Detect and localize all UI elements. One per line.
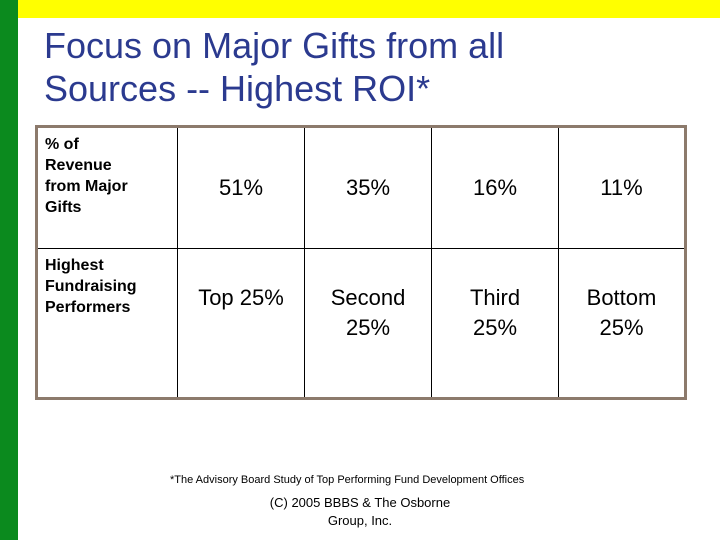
copyright-line: Group, Inc. <box>327 513 393 528</box>
cell-text: 25% <box>472 315 518 340</box>
table-cell: Bottom 25% <box>558 248 686 399</box>
cell-text: 51% <box>218 175 264 200</box>
table-row: Highest Fundraising Performers Top 25% S… <box>36 248 686 399</box>
row-header-performers: Highest Fundraising Performers <box>36 248 178 399</box>
cell-text: Second <box>330 285 406 310</box>
table-cell: 35% <box>304 126 432 249</box>
gifts-table: % of Revenue from Major Gifts 51% 35% 16… <box>35 125 687 400</box>
row-header-line: % of <box>45 136 79 153</box>
cell-text: 25% <box>345 315 391 340</box>
slide-title-line: Sources -- Highest ROI* <box>44 68 431 109</box>
copyright-notice: (C) 2005 BBBS & The Osborne Group, Inc. <box>255 494 465 530</box>
row-header-revenue: % of Revenue from Major Gifts <box>36 126 178 249</box>
row-header-line: Fundraising <box>45 278 137 295</box>
row-header-line: from Major <box>45 178 128 195</box>
cell-text: Third <box>469 285 521 310</box>
cell-text: 16% <box>472 175 518 200</box>
left-accent-bar <box>0 0 18 540</box>
cell-text: 35% <box>345 175 391 200</box>
cell-text: Bottom <box>586 285 657 310</box>
row-header-line: Performers <box>45 299 131 316</box>
cell-text: 11% <box>600 175 643 200</box>
cell-text: Top 25% <box>198 285 284 310</box>
table-cell: Top 25% <box>177 248 305 399</box>
row-header-line: Gifts <box>45 199 82 216</box>
top-accent-bar <box>18 0 720 18</box>
table-row: % of Revenue from Major Gifts 51% 35% 16… <box>36 126 686 249</box>
copyright-line: (C) 2005 BBBS & The Osborne <box>269 495 451 510</box>
slide-title-line: Focus on Major Gifts from all <box>44 25 505 66</box>
cell-text: 25% <box>599 315 644 340</box>
row-header-line: Revenue <box>45 157 112 174</box>
table-cell: Third 25% <box>431 248 559 399</box>
row-header-line: Highest <box>45 257 104 274</box>
table-cell: 11% <box>558 126 686 249</box>
table-cell: 51% <box>177 126 305 249</box>
slide-title: Focus on Major Gifts from all Sources --… <box>44 24 684 110</box>
footnote: *The Advisory Board Study of Top Perform… <box>170 474 525 486</box>
table-cell: 16% <box>431 126 559 249</box>
table-cell: Second 25% <box>304 248 432 399</box>
